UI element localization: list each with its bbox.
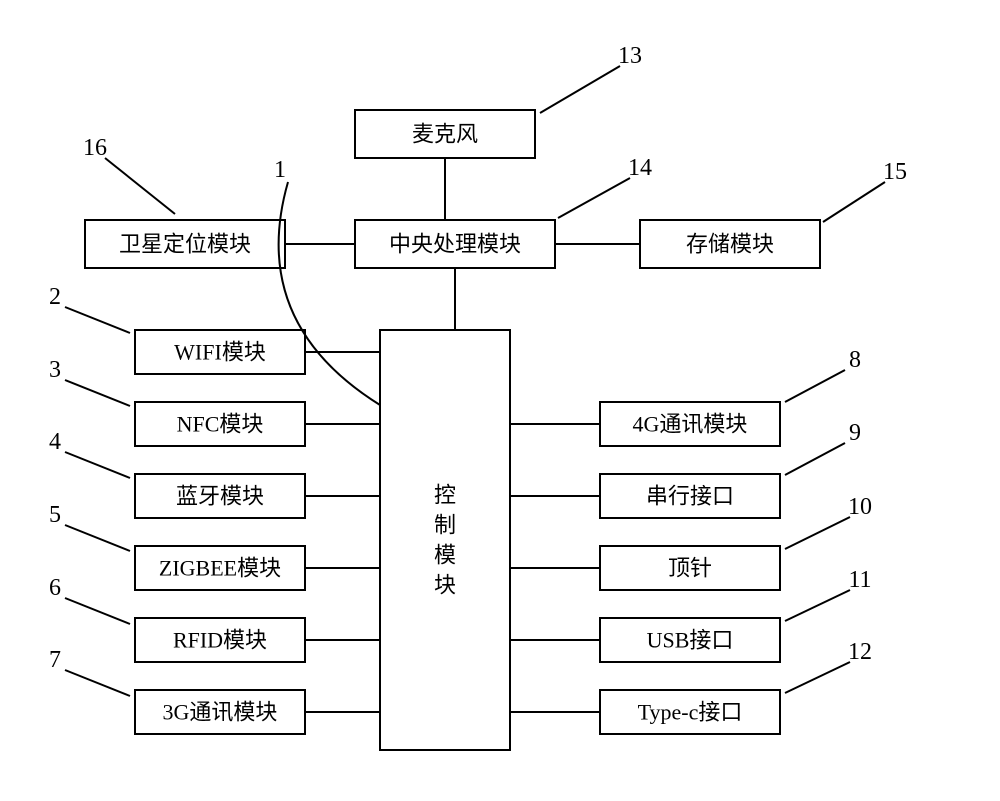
callout-leader bbox=[65, 307, 130, 333]
block-diagram: 控制模块 WIFI模块 NFC模块蓝牙模块 ZIGBEE模块 RFID模块 3G通讯模块 4… bbox=[0, 0, 1000, 801]
callout-leader bbox=[65, 452, 130, 478]
callout-number: 14 bbox=[628, 155, 652, 181]
block-label: 卫星定位模块 bbox=[119, 232, 251, 257]
callout-leader bbox=[105, 158, 175, 214]
callout-number: 10 bbox=[848, 494, 872, 520]
block-label: 中央处理模块 bbox=[389, 232, 521, 257]
callout-leader bbox=[65, 380, 130, 406]
callout-number: 8 bbox=[849, 347, 861, 373]
callout-leader bbox=[823, 182, 885, 222]
callout-number: 6 bbox=[49, 575, 61, 601]
callout-leader bbox=[785, 517, 850, 549]
block-label: 3G通讯模块 bbox=[163, 700, 278, 725]
callout-leader bbox=[785, 590, 850, 621]
callout-number: 11 bbox=[848, 567, 871, 593]
callout-leader bbox=[65, 598, 130, 624]
callout-number: 13 bbox=[618, 43, 642, 69]
block-label: 存储模块 bbox=[686, 232, 774, 257]
block-label: 模 bbox=[434, 543, 456, 568]
callout-number: 2 bbox=[49, 284, 61, 310]
callout-number: 12 bbox=[848, 639, 872, 665]
block-label: 控 bbox=[434, 483, 456, 508]
block-label: 顶针 bbox=[668, 556, 712, 581]
block-label: Type-c接口 bbox=[638, 700, 743, 725]
callout-leader bbox=[785, 370, 845, 402]
block-label: 麦克风 bbox=[412, 122, 478, 147]
block-label: 制 bbox=[434, 513, 456, 538]
callout-leader bbox=[65, 525, 130, 551]
block-label: RFID模块 bbox=[173, 628, 267, 653]
callout-number: 5 bbox=[49, 502, 61, 528]
callout-number: 1 bbox=[274, 157, 286, 183]
callout-leader bbox=[785, 662, 850, 693]
block-label: 4G通讯模块 bbox=[633, 412, 748, 437]
callout-number: 9 bbox=[849, 420, 861, 446]
callout-number: 3 bbox=[49, 357, 61, 383]
block-label: USB接口 bbox=[647, 628, 734, 653]
callout-number: 7 bbox=[49, 647, 61, 673]
callout-number: 15 bbox=[883, 159, 907, 185]
block-label: ZIGBEE模块 bbox=[159, 556, 281, 581]
callout-leader bbox=[785, 443, 845, 475]
callout-leader bbox=[65, 670, 130, 696]
callout-number: 16 bbox=[83, 135, 107, 161]
block-label: 块 bbox=[434, 573, 456, 598]
block-label: NFC模块 bbox=[177, 412, 264, 437]
block-n1 bbox=[380, 330, 510, 750]
block-label: 串行接口 bbox=[646, 484, 734, 509]
block-label: WIFI模块 bbox=[174, 340, 266, 365]
block-label: 蓝牙模块 bbox=[176, 484, 264, 509]
callout-leader bbox=[558, 178, 630, 218]
callout-leader bbox=[540, 66, 620, 113]
callout-number: 4 bbox=[49, 429, 61, 455]
